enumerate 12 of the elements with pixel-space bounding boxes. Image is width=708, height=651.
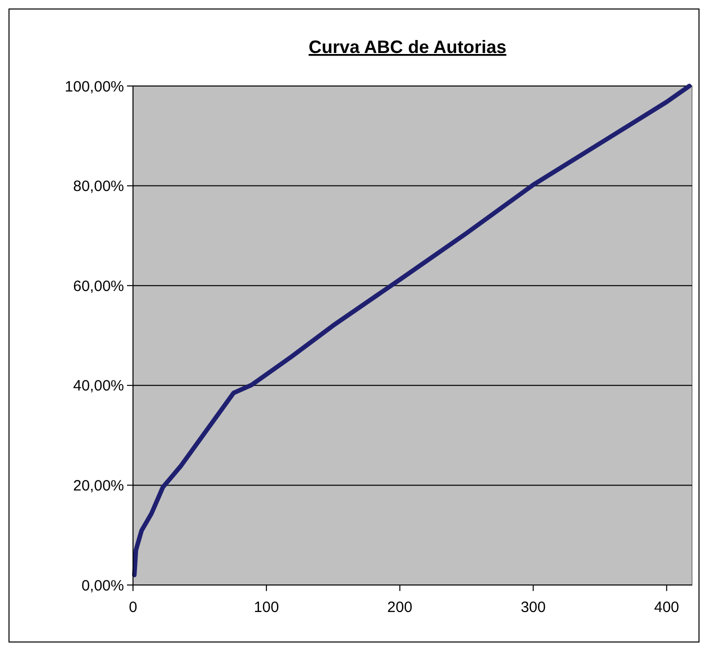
y-tick-label: 100,00% <box>64 78 124 96</box>
y-tick-label: 80,00% <box>73 178 124 196</box>
y-tick-label: 0,00% <box>81 577 124 594</box>
y-tick-label: 20,00% <box>73 477 124 494</box>
y-tick-label: 60,00% <box>73 278 124 295</box>
x-tick-label: 0 <box>128 599 138 616</box>
x-tick-label: 400 <box>654 599 680 616</box>
chart-title: Curva ABC de Autorias <box>308 37 506 57</box>
x-tick-label: 100 <box>254 599 279 616</box>
x-tick-label: 200 <box>387 599 412 616</box>
y-tick-label: 40,00% <box>73 378 124 395</box>
x-tick-label: 300 <box>520 599 546 616</box>
